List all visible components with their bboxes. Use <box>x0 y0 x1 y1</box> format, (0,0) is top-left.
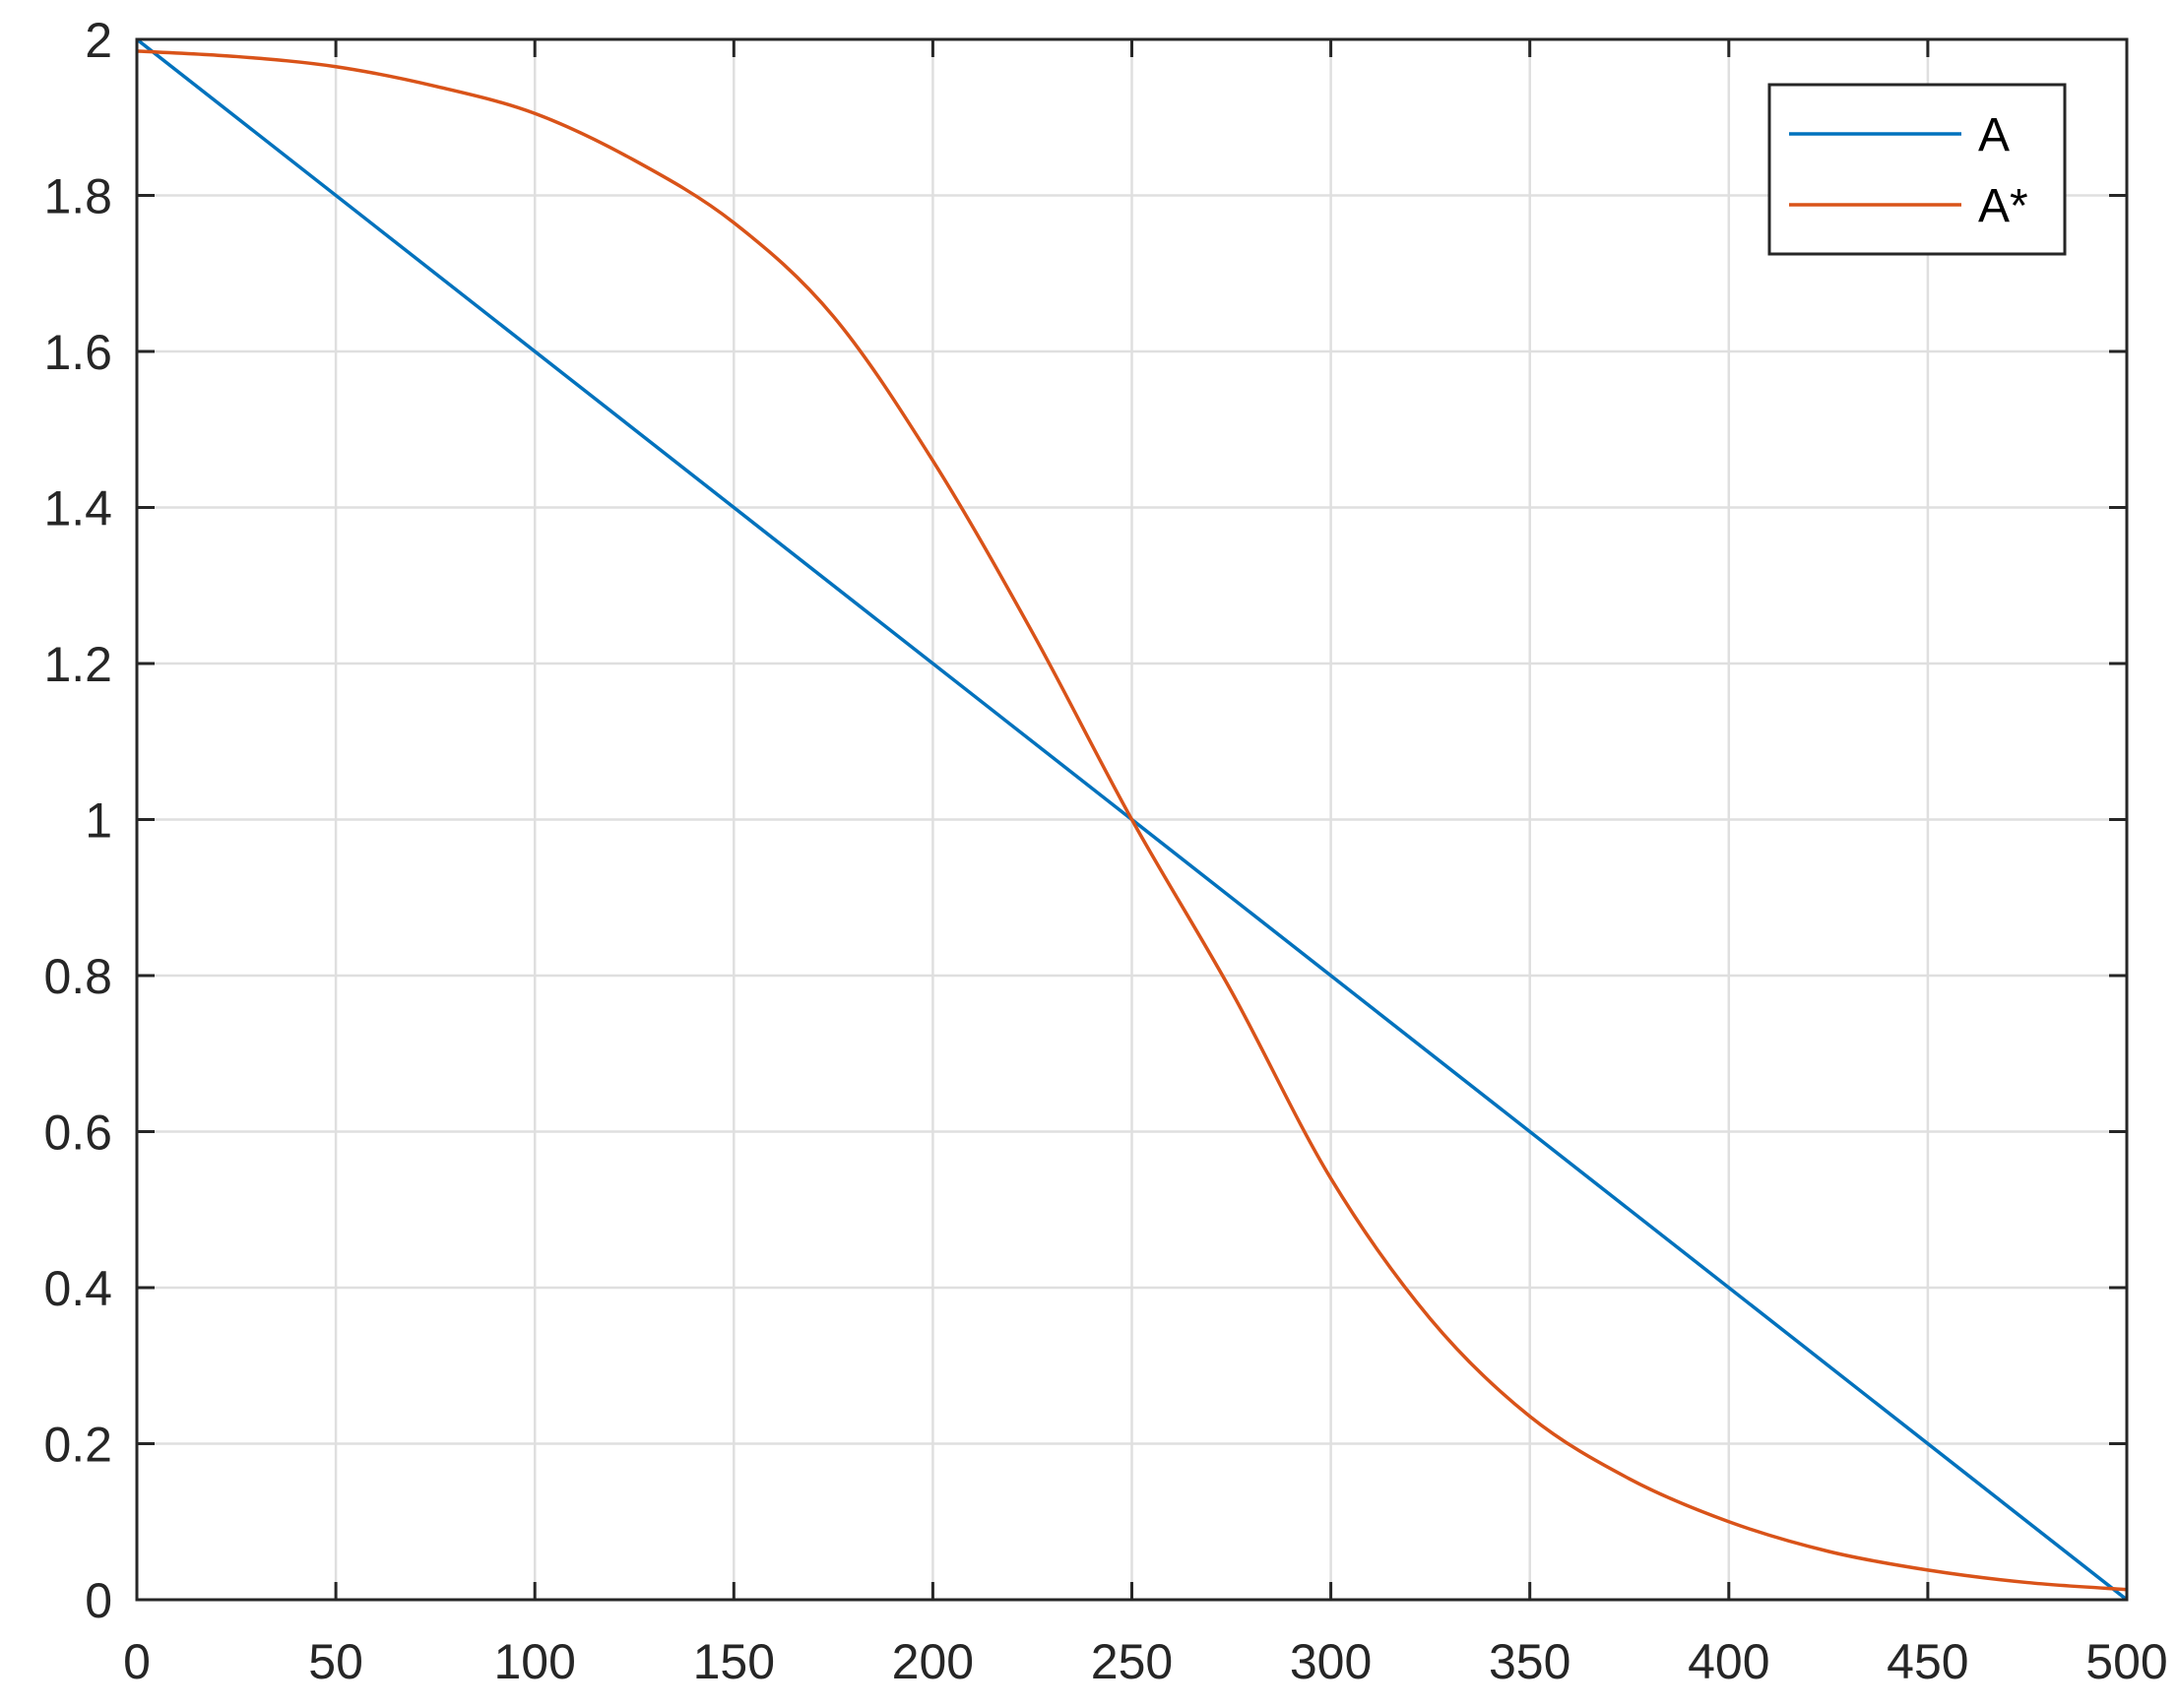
legend: A A* <box>1767 83 2067 256</box>
x-tick-label: 200 <box>892 1634 974 1689</box>
axis-ticks <box>135 37 2129 1602</box>
y-tick-label: 0.4 <box>43 1261 112 1316</box>
y-tick-label: 0 <box>85 1573 112 1628</box>
legend-box <box>1767 83 2067 256</box>
x-tick-label: 150 <box>693 1634 775 1689</box>
series-line-a-star <box>136 49 2128 1592</box>
x-tick-label: 0 <box>123 1634 151 1689</box>
x-tick-label: 100 <box>493 1634 575 1689</box>
x-tick-label: 300 <box>1290 1634 1372 1689</box>
y-tick-label: 1.2 <box>43 637 112 692</box>
x-tick-label: 50 <box>308 1634 363 1689</box>
y-tick-label: 1.4 <box>43 481 112 537</box>
y-tick-label: 1 <box>85 793 112 849</box>
data-series <box>135 37 2129 1602</box>
y-tick-label: 0.2 <box>43 1418 112 1473</box>
x-tick-label: 250 <box>1091 1634 1173 1689</box>
x-tick-label: 350 <box>1489 1634 1570 1689</box>
x-tick-label: 400 <box>1688 1634 1769 1689</box>
x-axis-tick-labels: 0 50 100 150 200 250 300 350 400 450 500 <box>123 1634 2168 1689</box>
y-axis-tick-labels: 0 0.2 0.4 0.6 0.8 1 1.2 1.4 1.6 1.8 2 <box>43 13 112 1628</box>
legend-entry-a-label: A <box>1978 109 2010 161</box>
y-tick-label: 1.6 <box>43 325 112 380</box>
y-tick-label: 2 <box>85 13 112 68</box>
legend-entry-a-star-label: A* <box>1978 180 2028 232</box>
y-tick-label: 0.8 <box>43 949 112 1004</box>
y-tick-label: 0.6 <box>43 1106 112 1161</box>
x-tick-label: 450 <box>1887 1634 1968 1689</box>
x-tick-label: 500 <box>2085 1634 2167 1689</box>
y-tick-label: 1.8 <box>43 169 112 224</box>
